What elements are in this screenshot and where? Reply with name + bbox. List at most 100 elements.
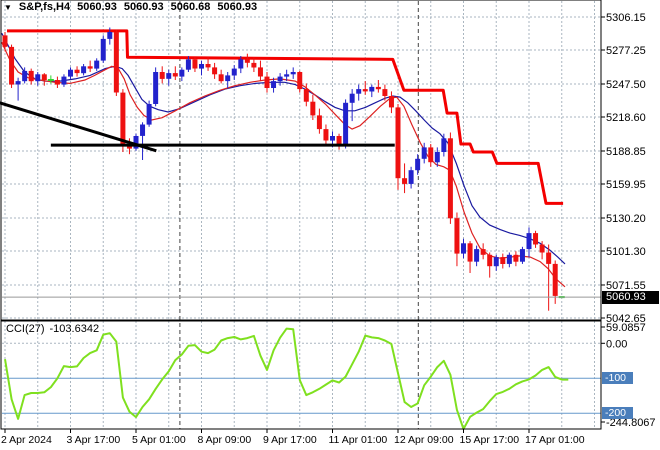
candle-body: [271, 81, 277, 88]
cci-indicator-label: CCI(27) -103.6342: [6, 323, 99, 335]
candle-body: [395, 107, 401, 179]
time-axis-label: 9 Apr 17:00: [263, 434, 317, 446]
cci-name: CCI(27): [6, 323, 45, 335]
candle-body: [356, 89, 362, 94]
candle-body: [244, 59, 250, 63]
ohlc-high: 5060.93: [123, 1, 164, 13]
candle-body: [369, 86, 375, 92]
candle-body: [343, 102, 349, 146]
cci-axis-label: 59.0857: [606, 322, 646, 334]
price-axis-label: 5247.50: [606, 79, 646, 91]
price-axis-label: 5277.25: [606, 45, 646, 57]
price-axis-label: 5159.95: [606, 179, 646, 191]
price-axis-label: 5101.30: [606, 246, 646, 258]
candle-body: [382, 89, 388, 96]
candle-body: [231, 68, 237, 76]
price-axis-label: 5071.55: [606, 280, 646, 292]
candle-body: [225, 75, 231, 82]
ohlc-open: 5060.93: [77, 1, 117, 13]
candle-body: [552, 263, 558, 296]
ohlc-low: 5060.68: [170, 1, 211, 13]
candle-body: [375, 86, 381, 90]
candle-body: [513, 254, 519, 262]
candle-body: [297, 72, 303, 90]
candle-body: [172, 73, 178, 77]
candle-body: [100, 38, 106, 61]
candle-body: [74, 69, 80, 74]
candle-body: [402, 178, 408, 184]
candle-body: [519, 249, 525, 262]
candle-body: [454, 218, 460, 254]
price-axis-label: 5188.85: [606, 146, 646, 158]
cci-level-badge-200: -200: [602, 407, 633, 419]
candle-body: [303, 89, 309, 102]
chevron-down-icon[interactable]: ▼: [4, 2, 12, 12]
candle-body: [546, 252, 552, 264]
candle-body: [35, 74, 41, 82]
trendline: [0, 101, 157, 153]
candle-body: [330, 136, 335, 141]
candle-body: [284, 74, 290, 77]
candle-body: [362, 89, 368, 92]
candle-body: [41, 74, 47, 80]
ma-slow-line: [1, 32, 566, 265]
candle-body: [159, 72, 165, 79]
candle-body: [415, 158, 421, 171]
time-axis-label: 17 Apr 01:00: [525, 434, 585, 446]
candle-body: [22, 70, 28, 82]
candle-body: [474, 249, 480, 262]
cci-line: [4, 327, 569, 430]
time-axis-label: 8 Apr 09:00: [198, 434, 252, 446]
candle-body: [487, 254, 493, 267]
candle-body: [257, 67, 263, 77]
candle-body: [461, 243, 466, 254]
candle-body: [323, 129, 329, 141]
candle-body: [277, 76, 283, 82]
candle-body: [506, 254, 512, 264]
candle-body: [120, 92, 126, 144]
candle-body: [316, 115, 322, 130]
time-axis-label: 11 Apr 01:00: [329, 434, 388, 446]
candle-body: [179, 69, 185, 77]
candle-body: [2, 35, 8, 47]
candle-body: [434, 152, 440, 163]
candle-body: [264, 76, 270, 88]
candle-body: [251, 62, 257, 68]
candle-body: [166, 73, 172, 79]
candle-body: [87, 66, 93, 69]
candle-body: [212, 67, 218, 75]
candle-body: [94, 60, 100, 69]
candle-body: [107, 32, 113, 39]
time-axis-label: 5 Apr 01:00: [132, 434, 186, 446]
price-axis-label: 5306.15: [606, 12, 646, 24]
cci-level-badge-100: -100: [602, 372, 633, 384]
time-axis-label: 2 Apr 2024: [1, 434, 52, 446]
ohlc-close: 5060.93: [217, 1, 258, 13]
candle-body: [447, 138, 453, 219]
current-price-badge: 5060.93: [602, 291, 659, 304]
candle-body: [199, 64, 204, 69]
cci-axis-label: 0.00: [606, 338, 627, 350]
candle-body: [539, 244, 545, 253]
candle-body: [421, 147, 427, 159]
candle-body: [205, 64, 211, 68]
candle-body: [441, 138, 447, 152]
candle-body: [15, 81, 21, 85]
time-axis-label: 15 Apr 17:00: [460, 434, 520, 446]
cci-value: -103.6342: [49, 323, 100, 335]
candle-body: [480, 249, 486, 255]
candle-body: [493, 257, 499, 267]
candle-body: [153, 72, 159, 104]
candle-body: [146, 104, 152, 125]
candle-body: [54, 80, 60, 85]
candle-body: [192, 59, 198, 69]
candle-body: [9, 46, 15, 85]
candle-body: [185, 59, 191, 70]
candle-body: [140, 124, 146, 136]
main-panel-border: [0, 0, 602, 321]
candle-body: [133, 136, 139, 149]
candle-body: [81, 66, 87, 74]
candle-body: [428, 147, 434, 163]
